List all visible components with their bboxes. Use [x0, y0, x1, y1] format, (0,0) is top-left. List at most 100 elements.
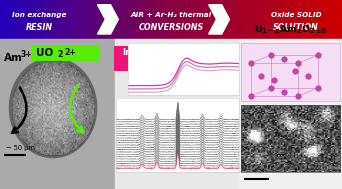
Bar: [161, 0, 162, 39]
Bar: [212, 0, 214, 39]
Bar: [267, 0, 268, 39]
Bar: [341, 0, 342, 39]
Bar: [81, 0, 83, 39]
Bar: [105, 0, 107, 39]
Bar: [285, 0, 287, 39]
Polygon shape: [209, 5, 229, 34]
Bar: [223, 0, 225, 39]
Bar: [336, 0, 338, 39]
Bar: [290, 0, 291, 39]
Bar: [270, 0, 272, 39]
Bar: [339, 0, 340, 39]
Bar: [210, 0, 212, 39]
Polygon shape: [97, 5, 118, 34]
Bar: [229, 0, 231, 39]
Bar: [121, 0, 123, 39]
Bar: [279, 0, 281, 39]
Bar: [73, 0, 75, 39]
Bar: [179, 0, 181, 39]
Bar: [6, 0, 8, 39]
Bar: [10, 0, 12, 39]
Bar: [332, 0, 333, 39]
Bar: [47, 0, 49, 39]
Bar: [189, 0, 191, 39]
Bar: [181, 0, 183, 39]
Text: CONVERSIONS: CONVERSIONS: [139, 23, 203, 32]
Bar: [185, 0, 186, 39]
Bar: [140, 0, 142, 39]
Bar: [192, 0, 193, 39]
Text: Oxide SOLID: Oxide SOLID: [271, 12, 321, 18]
Bar: [240, 0, 242, 39]
Bar: [269, 0, 271, 39]
Bar: [141, 0, 143, 39]
Bar: [132, 0, 134, 39]
Bar: [182, 0, 184, 39]
Bar: [300, 0, 302, 39]
Bar: [45, 0, 48, 39]
Bar: [208, 0, 209, 39]
Bar: [261, 0, 263, 39]
Bar: [221, 0, 223, 39]
Bar: [284, 0, 286, 39]
Bar: [277, 0, 279, 39]
Bar: [325, 0, 327, 39]
Bar: [237, 0, 239, 39]
Bar: [287, 0, 289, 39]
Bar: [324, 0, 326, 39]
Bar: [260, 0, 262, 39]
Bar: [119, 0, 120, 39]
Bar: [67, 0, 69, 39]
Bar: [262, 0, 264, 39]
Bar: [57, 0, 59, 39]
Bar: [21, 0, 22, 39]
Bar: [155, 0, 157, 39]
Bar: [250, 0, 251, 39]
Bar: [266, 0, 267, 39]
Bar: [115, 39, 239, 189]
Bar: [9, 0, 11, 39]
Bar: [133, 0, 135, 39]
Bar: [258, 0, 260, 39]
Bar: [63, 0, 65, 39]
Text: Am: Am: [4, 53, 23, 63]
Text: AIR + Ar-H₂ thermal: AIR + Ar-H₂ thermal: [130, 12, 212, 18]
Bar: [28, 0, 30, 39]
Bar: [293, 0, 295, 39]
Bar: [297, 0, 298, 39]
Bar: [87, 0, 89, 39]
Bar: [148, 0, 150, 39]
Bar: [232, 0, 233, 39]
Bar: [149, 0, 151, 39]
Bar: [48, 0, 50, 39]
Bar: [244, 0, 246, 39]
Bar: [291, 0, 292, 39]
Text: Ion exchange: Ion exchange: [12, 12, 66, 18]
Bar: [283, 0, 285, 39]
Bar: [51, 0, 53, 39]
Bar: [246, 0, 248, 39]
Bar: [138, 0, 140, 39]
Bar: [3, 0, 5, 39]
Bar: [280, 0, 282, 39]
Bar: [220, 0, 222, 39]
Bar: [206, 0, 208, 39]
Bar: [112, 0, 114, 39]
Bar: [268, 0, 270, 39]
Bar: [311, 0, 313, 39]
Bar: [25, 0, 27, 39]
Bar: [219, 0, 221, 39]
Circle shape: [9, 58, 97, 158]
Bar: [69, 0, 71, 39]
Bar: [316, 0, 318, 39]
Bar: [271, 0, 273, 39]
Bar: [40, 0, 42, 39]
Bar: [127, 0, 128, 39]
Bar: [314, 0, 315, 39]
Bar: [233, 0, 234, 39]
Bar: [130, 0, 132, 39]
Bar: [93, 0, 95, 39]
Bar: [66, 0, 68, 39]
Bar: [188, 0, 190, 39]
Bar: [16, 0, 18, 39]
